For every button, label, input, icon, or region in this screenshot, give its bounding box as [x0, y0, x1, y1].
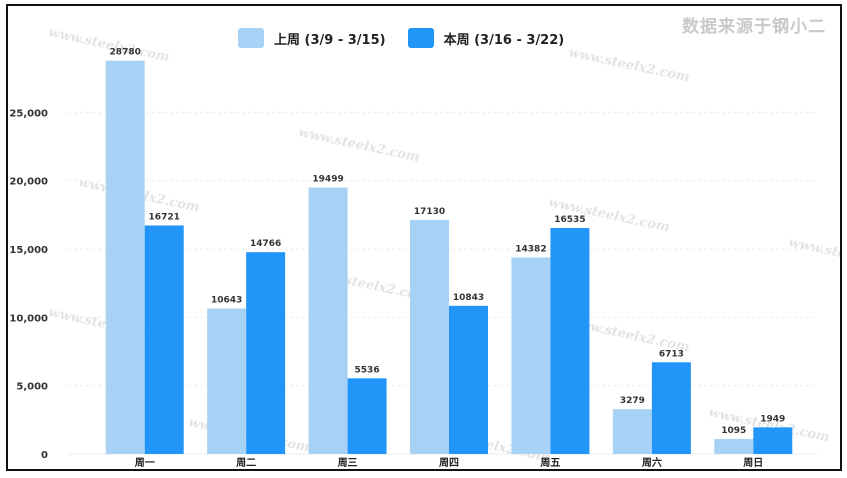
y-tick-label: 10,000: [9, 313, 48, 324]
bar-this-week: [347, 378, 387, 454]
bar-last-week: [207, 308, 247, 454]
bar-last-week: [511, 257, 551, 454]
x-tick-label: 周日: [743, 457, 763, 469]
bar-this-week: [144, 225, 184, 454]
bar-this-week: [651, 362, 691, 454]
data-label: 16721: [149, 212, 180, 222]
data-label: 28780: [110, 48, 141, 58]
data-label: 14766: [250, 239, 281, 249]
legend-item-last-week[interactable]: 上周 (3/9 - 3/15): [238, 28, 386, 48]
bar-last-week: [714, 439, 754, 454]
legend: 上周 (3/9 - 3/15) 本周 (3/16 - 3/22): [238, 28, 564, 48]
x-tick-label: 周六: [642, 456, 662, 469]
legend-swatch-this-week: [407, 28, 434, 48]
x-tick-label: 周五: [540, 457, 560, 469]
data-label: 5536: [355, 365, 380, 375]
bar-last-week: [105, 60, 145, 454]
x-tick-label: 周二: [236, 457, 256, 469]
data-label: 6713: [659, 349, 684, 359]
data-label: 14382: [515, 244, 546, 254]
y-tick-label: 25,000: [9, 108, 48, 119]
x-tick-label: 周一: [135, 457, 155, 469]
data-label: 1095: [721, 426, 746, 436]
data-label: 10843: [453, 293, 484, 303]
bar-chart: www.steelx2.com www.steelx2.com www.steelx…: [9, 25, 840, 469]
site-watermark: www.steelx2.com: [47, 25, 171, 65]
data-label: 1949: [760, 414, 785, 424]
legend-label-last-week: 上周 (3/9 - 3/15): [274, 32, 386, 48]
bar-last-week: [612, 409, 652, 454]
site-watermark: www.steelx2.com: [567, 45, 691, 85]
data-label: 17130: [414, 207, 445, 217]
bar-last-week: [410, 219, 449, 454]
y-tick-label: 0: [41, 450, 48, 461]
bar-this-week: [449, 305, 488, 454]
data-label: 16535: [554, 215, 585, 225]
x-tick-label: 周四: [439, 457, 459, 469]
bar-this-week: [550, 228, 590, 454]
source-watermark: 数据来源于钢小二: [682, 17, 826, 37]
legend-item-this-week[interactable]: 本周 (3/16 - 3/22): [407, 28, 565, 48]
site-watermark: www.steelx2.com: [297, 125, 421, 165]
data-label: 3279: [620, 396, 645, 406]
y-tick-label: 15,000: [9, 245, 48, 256]
bar-this-week: [753, 427, 793, 454]
legend-swatch-last-week: [238, 28, 264, 48]
y-tick-label: 20,000: [9, 177, 48, 188]
chart-frame: 数据来源于钢小二 上周 (3/9 - 3/15) 本周 (3/16 - 3/22…: [6, 4, 842, 471]
site-watermark: www.steelx2.com: [787, 235, 840, 275]
bar-last-week: [308, 187, 348, 454]
legend-label-this-week: 本周 (3/16 - 3/22): [443, 32, 565, 48]
x-tick-label: 周三: [338, 457, 358, 469]
data-label: 10643: [211, 296, 242, 306]
y-tick-label: 5,000: [16, 382, 48, 393]
data-label: 19499: [312, 175, 343, 185]
bar-this-week: [246, 252, 286, 454]
